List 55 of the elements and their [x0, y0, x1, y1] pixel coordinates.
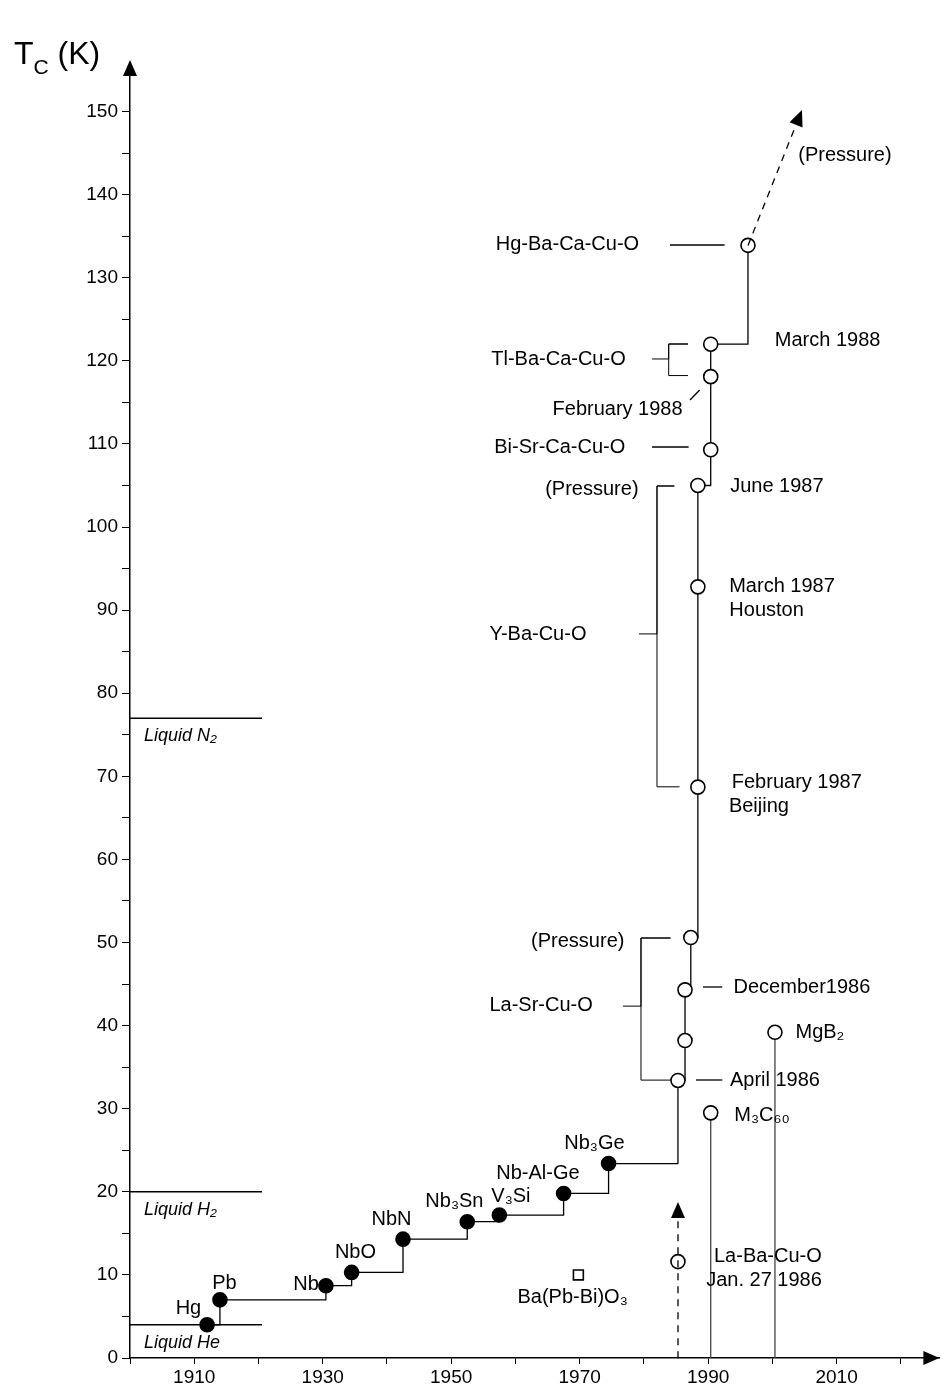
y-tick-label: 70	[96, 764, 118, 786]
ref-line-label: Liquid H₂	[144, 1198, 218, 1219]
y-tick-label: 100	[86, 515, 118, 537]
annotation: Y-Ba-Cu-O	[489, 621, 587, 644]
annotation: Ba(Pb-Bi)O₃	[517, 1284, 628, 1307]
annotation: Tl-Ba-Ca-Cu-O	[491, 346, 626, 369]
annotation: Pb	[212, 1270, 237, 1293]
annotation: La-Sr-Cu-O	[489, 993, 593, 1016]
y-tick-label: 30	[96, 1096, 118, 1118]
ref-line-label: Liquid N₂	[144, 725, 218, 746]
y-tick-label: 0	[107, 1346, 118, 1368]
annotation: V₃Si	[491, 1184, 531, 1207]
y-tick-label: 120	[86, 349, 118, 371]
x-tick-label: 1990	[687, 1365, 730, 1387]
y-tick-label: 130	[86, 265, 118, 287]
y-tick-label: 40	[96, 1013, 118, 1035]
annotation: April 1986	[729, 1067, 820, 1090]
annotation: Nb	[293, 1272, 319, 1295]
x-tick-label: 1910	[173, 1365, 216, 1387]
annotation: (Pressure)	[531, 929, 625, 952]
y-tick-label: 80	[96, 681, 118, 703]
annotation: February 1987	[731, 770, 862, 793]
annotation: Nb-Al-Ge	[496, 1161, 580, 1184]
annotation: December1986	[733, 974, 871, 997]
x-tick-label: 2010	[815, 1365, 858, 1387]
annotation: (Pressure)	[545, 477, 639, 500]
annotation: March 1987	[729, 574, 835, 597]
annotation: NbN	[371, 1206, 412, 1229]
y-tick-label: 60	[96, 847, 118, 869]
annotation: March 1988	[774, 327, 881, 350]
y-tick-label: 150	[86, 99, 118, 121]
y-tick-label: 50	[96, 930, 118, 952]
annotation: Nb₃Sn	[425, 1189, 484, 1212]
annotation: Beijing	[728, 793, 789, 816]
annotation: Hg	[175, 1296, 202, 1319]
annotation: NbO	[334, 1239, 377, 1262]
annotation: MgB₂	[795, 1019, 845, 1042]
y-tick-label: 90	[96, 598, 118, 620]
annotation: La-Ba-Cu-O	[713, 1244, 822, 1267]
annotation: Nb₃Ge	[564, 1131, 625, 1154]
annotation: Bi-Sr-Ca-Cu-O	[494, 434, 626, 457]
annotation: February 1988	[552, 396, 683, 419]
annotation: Hg-Ba-Ca-Cu-O	[495, 232, 640, 255]
ref-line-label: Liquid He	[144, 1331, 221, 1352]
x-tick-label: 1930	[301, 1365, 344, 1387]
annotation: Houston	[729, 597, 804, 620]
y-tick-label: 10	[96, 1263, 118, 1285]
y-tick-label: 20	[96, 1180, 118, 1202]
x-tick-label: 1970	[558, 1365, 601, 1387]
annotation: M₃C₆₀	[734, 1102, 790, 1125]
y-tick-label: 110	[87, 432, 118, 454]
annotation: June 1987	[730, 473, 824, 496]
y-tick-label: 140	[86, 182, 118, 204]
x-tick-label: 1950	[430, 1365, 473, 1387]
annotation: (Pressure)	[798, 142, 892, 165]
